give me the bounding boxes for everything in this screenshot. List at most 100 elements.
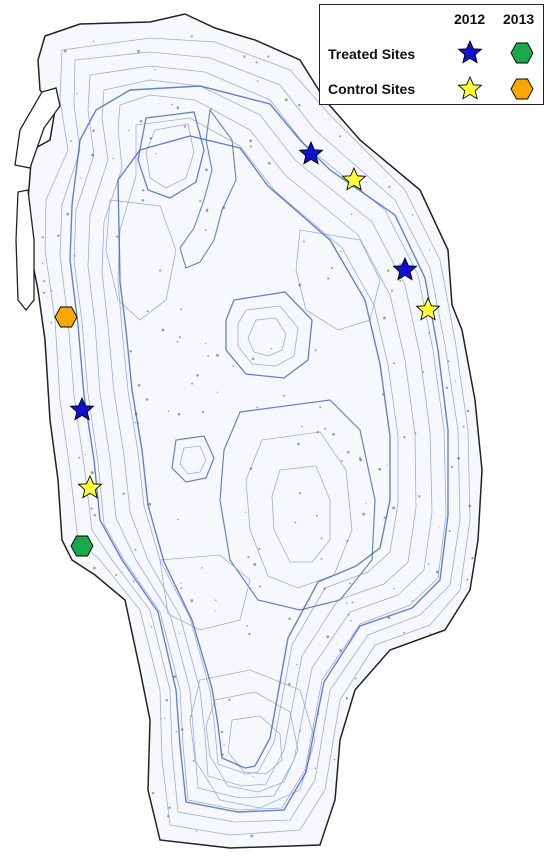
sounding-point <box>180 728 184 731</box>
sounding-point <box>180 587 183 590</box>
sounding-point <box>199 200 202 203</box>
sounding-point <box>41 236 44 239</box>
sounding-point <box>403 699 407 703</box>
sounding-point <box>387 840 390 843</box>
sounding-point <box>386 137 389 140</box>
sounding-point <box>52 810 55 814</box>
sounding-point <box>380 374 382 376</box>
sounding-point <box>297 442 300 446</box>
sounding-point <box>89 688 92 691</box>
sounding-point <box>42 291 46 295</box>
sounding-point <box>427 563 430 565</box>
sounding-point <box>346 784 349 788</box>
sounding-point <box>411 600 414 602</box>
sounding-point <box>320 557 323 560</box>
sounding-point <box>466 578 469 581</box>
sounding-point <box>403 435 406 439</box>
sounding-point <box>412 116 415 119</box>
sounding-point <box>178 336 181 339</box>
sounding-point <box>339 135 342 138</box>
sounding-point <box>253 562 257 566</box>
sounding-point <box>323 587 326 590</box>
sounding-point <box>390 289 394 292</box>
sounding-point <box>249 467 253 471</box>
sounding-point <box>220 730 224 734</box>
sounding-point <box>448 530 451 533</box>
sounding-point <box>441 813 445 817</box>
sounding-point <box>205 342 207 345</box>
sounding-point <box>255 61 258 64</box>
sounding-point <box>284 98 288 102</box>
sounding-point <box>339 649 342 652</box>
sounding-point <box>66 212 70 216</box>
sounding-point <box>302 240 305 243</box>
sounding-point <box>97 676 100 679</box>
sounding-point <box>79 177 82 179</box>
sounding-point <box>431 761 435 764</box>
sounding-point <box>134 548 137 551</box>
sounding-point <box>343 759 345 762</box>
sounding-point <box>112 157 115 160</box>
sounding-point <box>116 235 119 238</box>
sounding-point <box>223 744 225 746</box>
sounding-point <box>146 310 149 313</box>
sounding-point <box>138 155 140 157</box>
sounding-point <box>102 705 104 707</box>
map-legend: 2012 2013 Treated Sites Control Sites <box>319 4 544 105</box>
sounding-point <box>359 458 363 462</box>
sounding-point <box>207 355 210 358</box>
sounding-point <box>137 384 141 387</box>
sounding-point <box>65 746 67 748</box>
sounding-point <box>134 421 137 424</box>
sounding-point <box>340 250 342 253</box>
sounding-point <box>381 393 384 396</box>
sounding-point <box>288 683 291 686</box>
sounding-point <box>411 214 414 216</box>
sounding-point <box>350 619 352 622</box>
sounding-point <box>393 587 395 590</box>
sounding-point <box>387 269 390 272</box>
sounding-point <box>149 137 152 140</box>
sounding-point <box>90 471 94 475</box>
shore-inlet <box>14 87 61 169</box>
sounding-point <box>91 153 95 157</box>
sounding-point <box>457 456 460 460</box>
sounding-point <box>232 365 235 368</box>
sounding-point <box>296 663 298 666</box>
sounding-point <box>250 834 254 838</box>
sounding-point <box>435 570 439 574</box>
lake-body <box>27 13 483 849</box>
sounding-point <box>176 340 179 343</box>
sounding-point <box>166 815 170 818</box>
sounding-point <box>451 685 454 687</box>
sounding-point <box>399 263 402 266</box>
sounding-point <box>324 427 327 430</box>
sounding-point <box>433 203 437 207</box>
sounding-point <box>227 92 229 94</box>
sounding-point <box>453 157 455 160</box>
sounding-point <box>191 382 194 385</box>
orange-hexagon-icon <box>510 78 534 100</box>
sounding-point <box>387 616 391 620</box>
sounding-point <box>190 35 193 38</box>
sounding-point <box>298 283 302 287</box>
sounding-point <box>252 776 254 778</box>
sounding-point <box>362 512 366 516</box>
legend-year-2012: 2012 <box>454 11 486 27</box>
sounding-point <box>228 698 231 701</box>
sounding-point <box>349 582 352 585</box>
sounding-point <box>326 635 330 639</box>
sounding-point <box>42 642 44 645</box>
sounding-point <box>168 806 171 809</box>
sounding-point <box>392 506 396 510</box>
sounding-point <box>139 119 143 123</box>
sounding-point <box>167 410 170 412</box>
sounding-point <box>222 206 226 210</box>
sounding-point <box>422 370 425 373</box>
sounding-point <box>468 504 472 508</box>
sounding-point <box>429 633 432 636</box>
sounding-point <box>70 140 72 142</box>
sounding-point <box>135 730 137 733</box>
sounding-point <box>247 556 250 559</box>
sounding-point <box>399 170 402 172</box>
